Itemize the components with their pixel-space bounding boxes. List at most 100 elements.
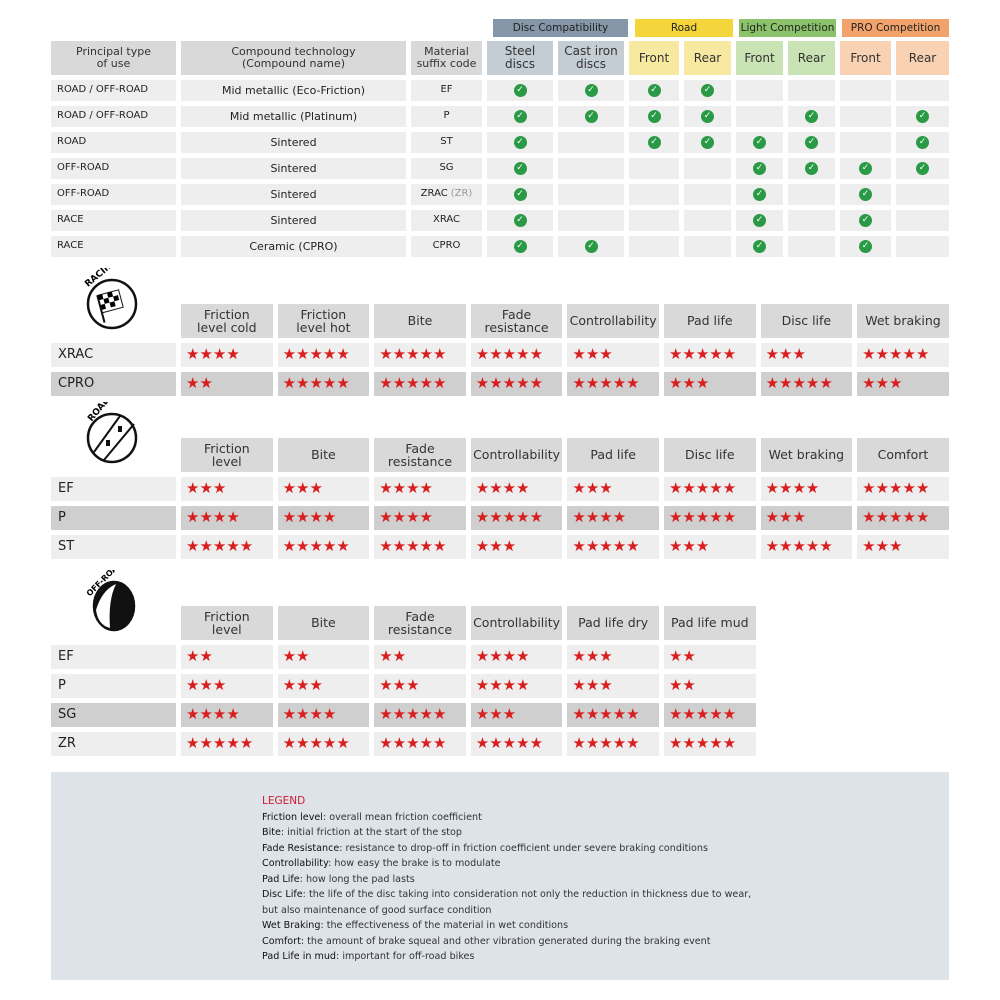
star-rating: ★★★★★ [663,732,756,756]
star-rating: ★★★ [277,674,370,698]
rating-table: Friction level cold Friction level hot Bit… [51,304,949,396]
suffix-code-cell: ST [411,132,482,153]
check-icon: ✓ [805,136,818,149]
star-rating: ★★★★★ [181,535,273,559]
check-cell: ✓ [558,106,624,127]
check-icon: ✓ [513,240,527,253]
column-header: Pad life [663,304,756,338]
star-rating: ★★★★★ [374,703,466,727]
star-rating: ★★★ [567,343,659,367]
check-cell [736,106,783,127]
star-rating: ★★★★ [470,477,563,501]
check-cell: ✓ [840,210,891,231]
column-header: Fade resistance [470,304,563,338]
column-header: Bite [374,304,466,338]
legend-term: Friction level [262,811,323,823]
star-rating: ★★★★★ [567,372,659,396]
check-cell: ✓ [788,132,835,153]
check-cell: ✓ [896,106,949,127]
star-rating: ★★★★★ [277,535,370,559]
star-rating: ★★★★★ [277,732,370,756]
empty-corner [51,438,176,472]
column-header: Friction level [181,606,273,640]
compound-label: XRAC [51,343,176,367]
legend-term: Disc Life [262,889,303,900]
check-cell [684,184,731,205]
column-header: Material suffix code [411,41,482,75]
star-rating: ★★★ [567,477,659,501]
star-rating: ★★★★★ [470,732,563,756]
compound-cell: Mid metallic (Eco-Friction) [181,80,406,101]
check-cell: ✓ [736,210,783,231]
star-rating: ★★ [663,674,756,698]
star-rating: ★★★★★ [567,732,659,756]
star-rating: ★★★★★ [663,477,756,501]
star-rating: ★★★★★ [663,506,756,530]
check-icon: ✓ [513,110,527,123]
check-cell: ✓ [736,236,783,257]
compound-cell: Mid metallic (Platinum) [181,106,406,127]
check-cell [629,236,679,257]
compound-label: EF [51,477,176,501]
star-rating: ★★★★ [181,506,273,530]
column-header: Rear [896,41,949,75]
use-cell: ROAD [51,132,176,153]
check-cell: ✓ [487,158,553,179]
compound-cell: Sintered [181,184,406,205]
use-cell: RACE [51,210,176,231]
check-cell [736,80,783,101]
star-rating: ★★ [181,645,273,669]
legend-description: : resistance to drop-off in friction coe… [339,842,708,854]
group-header-3: PRO Competition [842,19,949,37]
legend-term: Controllability [262,858,329,869]
star-rating: ★★★★★ [374,732,466,756]
star-rating: ★★★★ [567,506,659,530]
check-icon: ✓ [859,188,872,201]
suffix-code-cell: CPRO [411,236,482,257]
legend-description: : overall mean friction coefficient [322,811,482,823]
legend-title: LEGEND [262,795,306,807]
check-cell [788,80,835,101]
compound-cell: Ceramic (CPRO) [181,236,406,257]
star-rating: ★★★★ [374,506,466,530]
star-rating: ★★★ [470,535,563,559]
rating-table: Friction level Bite Fade resistance Control… [51,606,756,756]
compound-cell: Sintered [181,158,406,179]
check-cell [788,184,835,205]
star-rating: ★★★ [857,372,949,396]
star-rating: ★★ [277,645,370,669]
suffix-code-cell: P [411,106,482,127]
check-cell [558,210,624,231]
star-rating: ★★★ [663,372,756,396]
column-header: Friction level cold [181,304,273,338]
check-cell: ✓ [629,132,679,153]
star-rating: ★★★★★ [663,343,756,367]
column-header: Comfort [857,438,949,472]
check-icon: ✓ [513,214,527,227]
check-cell: ✓ [840,158,891,179]
star-rating: ★★★★★ [663,703,756,727]
column-header: Friction level [181,438,273,472]
star-rating: ★★★ [470,703,563,727]
column-header: Controllability [470,606,563,640]
check-cell: ✓ [736,184,783,205]
star-rating: ★★★ [181,674,273,698]
star-rating: ★★★ [181,477,273,501]
check-icon: ✓ [647,84,661,97]
star-rating: ★★★ [857,535,949,559]
star-rating: ★★★★★ [470,372,563,396]
check-icon: ✓ [513,188,527,201]
check-cell: ✓ [788,158,835,179]
check-icon: ✓ [916,110,929,123]
column-header: Wet braking [857,304,949,338]
star-rating: ★★★★ [374,477,466,501]
check-icon: ✓ [701,84,714,97]
compound-label: P [51,506,176,530]
use-cell: OFF-ROAD [51,158,176,179]
check-cell [684,210,731,231]
legend-description: : the life of the disc taking into consi… [302,889,752,900]
star-rating: ★★★★★ [374,343,466,367]
legend-description: : initial friction at the start of the s… [280,827,463,838]
column-header: Bite [277,606,370,640]
legend-item: Wet Braking: the effectiveness of the ma… [262,918,751,934]
